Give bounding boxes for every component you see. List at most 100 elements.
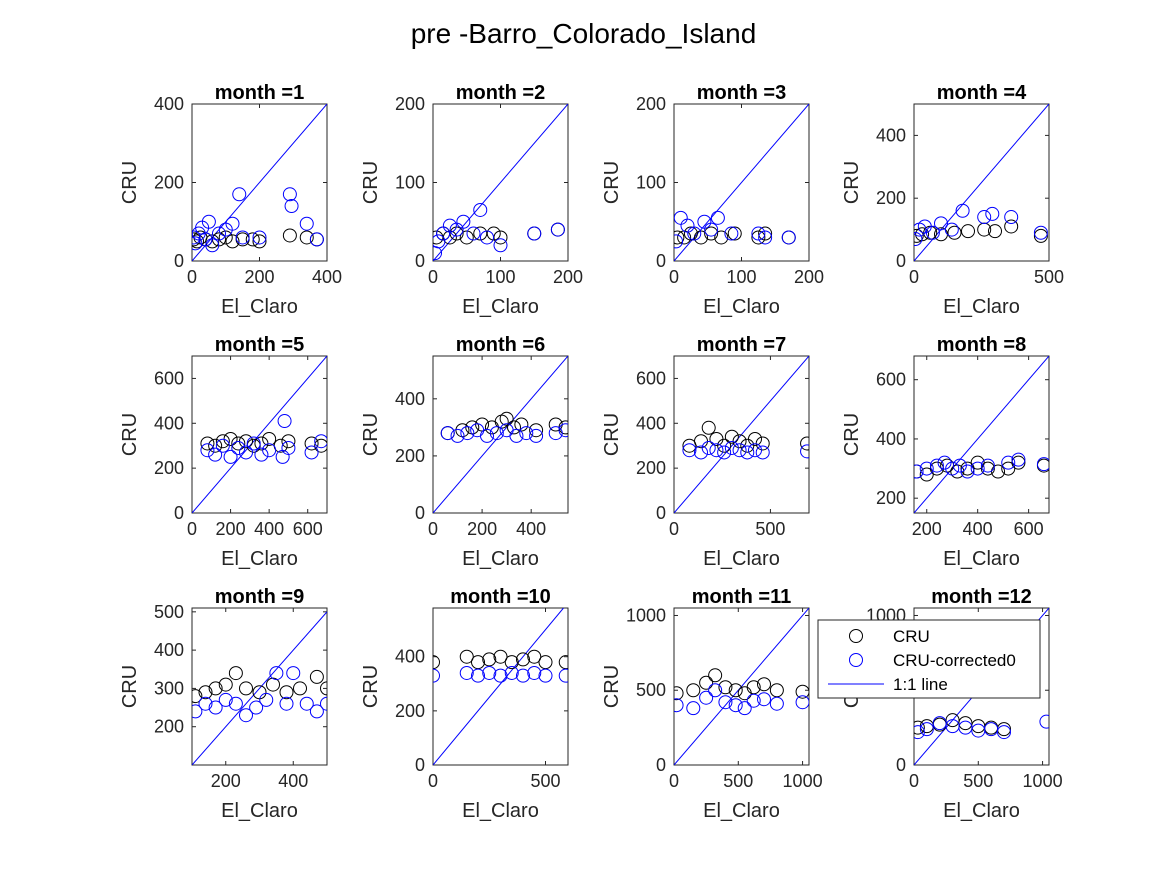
corrected-point — [1033, 225, 1048, 240]
legend-marker — [849, 653, 863, 667]
y-tick-label: 400 — [154, 640, 184, 660]
cru-point — [961, 224, 975, 239]
corrected-point — [929, 458, 944, 473]
cru-point — [282, 228, 297, 243]
y-tick-label: 0 — [896, 755, 906, 775]
corrected-point — [682, 443, 697, 458]
y-tick-label: 200 — [636, 94, 666, 114]
cru-point — [245, 232, 260, 247]
corrected-point — [758, 230, 773, 245]
subplot-month-10: 0 500 0 200 400 month =10 El_Claro CRU — [360, 586, 569, 822]
cru-point — [516, 652, 530, 667]
cru-point — [914, 720, 925, 735]
corrected-point — [516, 668, 530, 683]
corrected-point — [208, 447, 223, 462]
y-tick-label: 400 — [636, 413, 666, 433]
corrected-point — [252, 230, 267, 245]
x-tick-label: 0 — [428, 519, 438, 539]
subplot-title: month =5 — [215, 334, 304, 356]
corrected-point — [232, 187, 247, 202]
y-tick-label: 0 — [656, 755, 666, 775]
plot-area — [674, 608, 809, 765]
cru-point — [1011, 455, 1026, 470]
cru-point — [231, 436, 246, 451]
corrected-point — [674, 234, 684, 249]
cru-point — [757, 677, 771, 692]
corrected-point — [466, 226, 481, 241]
subplot-title: month =1 — [215, 82, 304, 104]
x-axis-label: El_Claro — [462, 548, 539, 570]
corrected-point — [480, 428, 494, 443]
corrected-point — [314, 434, 327, 449]
corrected-point — [699, 690, 714, 705]
cru-point — [225, 234, 240, 249]
subplot-month-8: 200 400 600 200 400 600 month =8 El_Claro CRU — [841, 334, 1050, 570]
y-tick-label: 100 — [395, 173, 425, 193]
cru-point — [239, 681, 253, 696]
y-tick-label: 200 — [154, 173, 184, 193]
y-tick-label: 200 — [395, 446, 425, 466]
corrected-point — [781, 230, 796, 245]
cru-point — [914, 228, 924, 243]
corrected-point — [795, 695, 809, 710]
x-tick-label: 0 — [187, 519, 197, 539]
legend-entry: 1:1 line — [828, 675, 948, 694]
y-tick-label: 200 — [154, 458, 184, 478]
y-tick-label: 400 — [395, 647, 425, 667]
x-axis-label: El_Claro — [703, 548, 780, 570]
subplot-month-4: 0 500 0 200 400 month =4 El_Claro CRU — [841, 82, 1064, 318]
legend: CRU CRU-corrected0 1:1 line — [817, 619, 1041, 699]
x-tick-label: 0 — [909, 771, 919, 791]
corrected-point — [239, 445, 253, 460]
corrected-point — [320, 696, 327, 711]
subplot-month-7: 0 500 0 200 400 600 month =7 El_Claro CRU — [601, 334, 810, 570]
corrected-point — [299, 696, 314, 711]
corrected-point — [1004, 210, 1019, 225]
x-tick-label: 0 — [187, 267, 197, 287]
corrected-point — [977, 210, 992, 225]
y-tick-label: 0 — [415, 251, 425, 271]
y-tick-label: 400 — [154, 94, 184, 114]
x-tick-label: 200 — [912, 519, 942, 539]
x-tick-label: 500 — [723, 771, 753, 791]
subplot-month-6: 0 200 400 0 200 400 month =6 El_Claro CRU — [360, 334, 569, 570]
subplot-title: month =3 — [697, 82, 786, 104]
cru-point — [1004, 219, 1019, 234]
corrected-point — [997, 725, 1011, 740]
corrected-point — [527, 665, 542, 680]
cru-point — [482, 652, 497, 667]
corrected-point — [235, 230, 250, 245]
cru-point — [947, 225, 962, 240]
legend-entry: CRU-corrected0 — [849, 651, 1016, 670]
cru-point — [714, 230, 729, 245]
y-tick-label: 0 — [174, 503, 184, 523]
corrected-point — [960, 464, 975, 479]
corrected-point — [262, 443, 277, 458]
corrected-point — [751, 226, 766, 241]
subplot-title: month =11 — [692, 586, 791, 608]
cru-point — [228, 666, 243, 681]
corrected-point — [710, 210, 725, 225]
legend-label: CRU-corrected0 — [893, 651, 1016, 670]
corrected-point — [459, 665, 474, 680]
corrected-point — [919, 461, 934, 476]
y-axis-label: CRU — [119, 665, 141, 708]
y-axis-label: CRU — [119, 161, 141, 204]
y-tick-label: 600 — [876, 370, 906, 390]
corrected-point — [309, 704, 324, 719]
corrected-point — [694, 445, 708, 460]
corrected-point — [223, 449, 238, 464]
corrected-point — [704, 222, 719, 237]
one-to-one-line — [192, 611, 327, 765]
corrected-point — [728, 698, 743, 713]
corrected-point — [944, 222, 959, 237]
cru-point — [717, 438, 732, 453]
y-tick-label: 500 — [154, 602, 184, 622]
one-to-one-line — [674, 104, 809, 261]
y-tick-label: 600 — [636, 368, 666, 388]
y-axis-label: CRU — [360, 161, 382, 204]
cru-point — [701, 420, 716, 435]
cru-point — [758, 226, 773, 241]
corrected-point — [724, 440, 739, 455]
corrected-point — [984, 722, 999, 737]
